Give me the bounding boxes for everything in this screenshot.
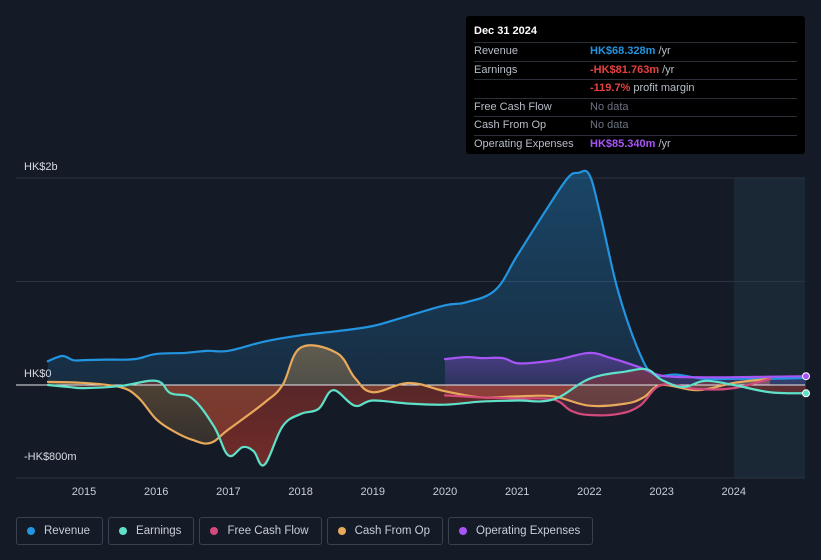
tooltip-row-value: -HK$81.763m [590, 63, 660, 76]
operating-expenses-line [443, 351, 808, 379]
legend-dot-icon [337, 527, 346, 535]
x-axis-labels: 2015 2016 2017 2018 2019 2020 2021 2022 2023 2024 [72, 486, 746, 498]
x-tick-label: 2023 [649, 486, 673, 498]
y-tick-label: -HK$800m [24, 451, 77, 463]
legend-label: Free Cash Flow [227, 525, 309, 537]
tooltip-row: -119.7% profit margin [474, 79, 797, 98]
tooltip-row-value: HK$68.328m [590, 45, 656, 57]
earnings-end-marker [802, 389, 810, 398]
x-tick-label: 2019 [361, 486, 385, 498]
y-tick-label: HK$2b [24, 161, 58, 173]
tooltip-row-label: Free Cash Flow [474, 100, 552, 113]
cash-from-op-line [46, 344, 771, 445]
tooltip-row: Revenue HK$68.328m/yr [474, 42, 797, 61]
free-cash-flow-line [443, 377, 771, 417]
tooltip-row-unit: profit margin [633, 82, 695, 94]
legend-label: Earnings [136, 525, 182, 537]
tooltip-row-unit: /yr [662, 63, 675, 76]
tooltip-panel: Dec 31 2024 Revenue HK$68.328m/yr Earnings… [466, 16, 805, 154]
legend-dot-icon [119, 527, 128, 535]
tooltip-row-value: No data [590, 100, 629, 113]
legend-dot-icon [210, 527, 219, 535]
legend: Revenue Earnings Free Cash Flow Cash From O… [16, 517, 594, 545]
x-tick-label: 2018 [288, 486, 312, 498]
tooltip-row-label: Cash From Op [474, 119, 547, 131]
tooltip-row-value: -119.7% [590, 82, 631, 94]
end-markers [802, 372, 810, 398]
tooltip-row-value: No data [590, 119, 629, 131]
x-tick-label: 2021 [505, 486, 529, 498]
tooltip-rows: Revenue HK$68.328m/yr Earnings -HK$81.763m /… [474, 42, 797, 153]
gridlines [16, 177, 805, 479]
legend-item-revenue[interactable]: Revenue [16, 517, 104, 545]
operating-expenses-end-marker [802, 372, 810, 381]
tooltip-row-label [474, 80, 590, 98]
x-tick-label: 2022 [577, 486, 601, 498]
earnings-area [47, 368, 806, 466]
y-tick-label: HK$0 [24, 368, 52, 380]
revenue-area [47, 170, 806, 385]
tooltip-row: Operating Expenses HK$85.340m/yr [474, 134, 797, 154]
forecast-shade [733, 178, 805, 478]
tooltip-row-value: HK$85.340m [590, 137, 656, 150]
tooltip-row: Earnings -HK$81.763m/yr [474, 60, 797, 80]
legend-dot-icon [459, 527, 468, 535]
tooltip-date: Dec 31 2024 [474, 25, 537, 37]
legend-item-free-cash-flow[interactable]: Free Cash Flow [199, 517, 322, 545]
series-areas [47, 170, 806, 466]
legend-label: Revenue [44, 525, 91, 537]
x-tick-label: 2024 [722, 486, 746, 498]
x-tick-label: 2016 [144, 486, 168, 498]
tooltip-row-label: Earnings [474, 63, 518, 76]
x-tick-label: 2017 [216, 486, 240, 498]
operating-expenses-area [445, 352, 806, 385]
tooltip-row: Cash From Op No data [474, 116, 797, 135]
tooltip-row-label: Operating Expenses [474, 137, 574, 150]
tooltip-row-unit: /yr [658, 137, 671, 150]
legend-item-earnings[interactable]: Earnings [108, 517, 195, 545]
tooltip-row: Free Cash Flow No data [474, 97, 797, 117]
tooltip-row-unit: /yr [658, 45, 671, 57]
earnings-line [46, 367, 808, 467]
legend-item-operating-expenses[interactable]: Operating Expenses [448, 517, 594, 545]
x-tick-label: 2015 [72, 486, 96, 498]
legend-label: Cash From Op [354, 525, 431, 537]
legend-label: Operating Expenses [476, 525, 581, 537]
legend-dot-icon [27, 527, 35, 535]
tooltip-row-label: Revenue [474, 45, 519, 57]
series-lines [16, 169, 808, 467]
x-tick-label: 2020 [433, 486, 457, 498]
y-axis-labels: HK$2b HK$0 -HK$800m [24, 161, 77, 463]
legend-item-cash-from-op[interactable]: Cash From Op [326, 517, 444, 545]
